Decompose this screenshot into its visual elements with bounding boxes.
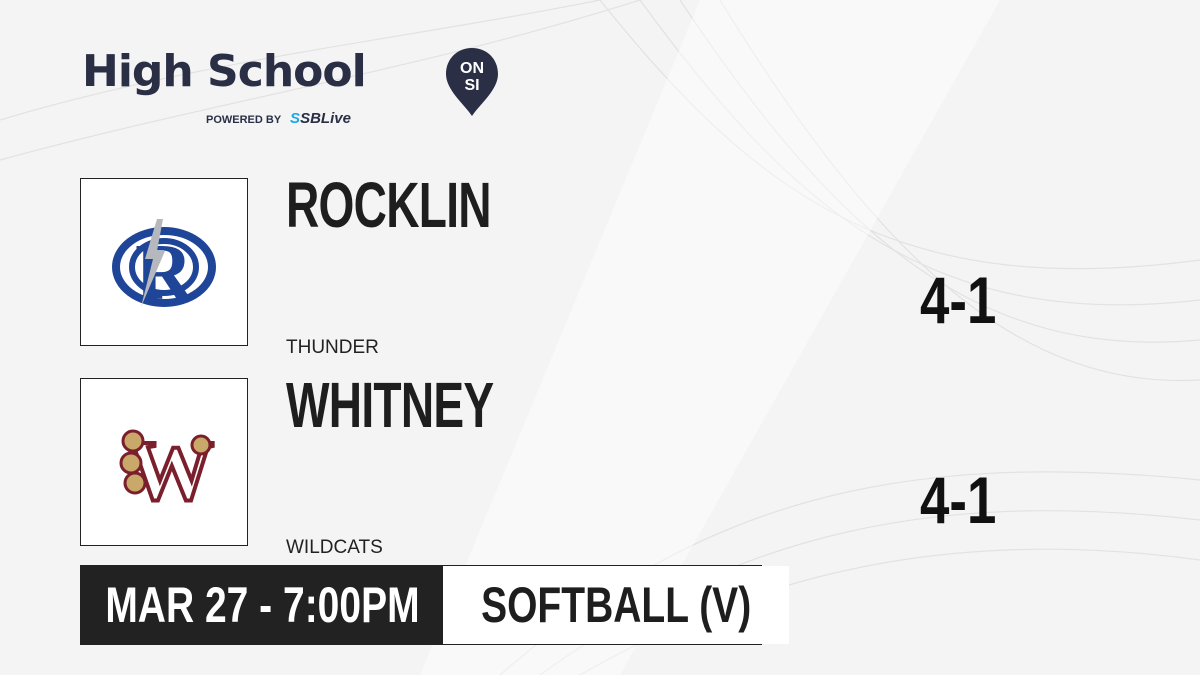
team-name-home: ROCKLIN	[286, 169, 492, 241]
game-datetime: MAR 27 - 7:00PM	[104, 577, 420, 633]
team-mascot-away: WILDCATS	[286, 537, 383, 558]
on-si-pin-icon: ON SI	[446, 48, 498, 116]
team-score-home: 4-1	[920, 263, 997, 337]
rocklin-logo: R	[80, 178, 248, 346]
whitney-logo: W	[80, 378, 248, 546]
game-info-bar: MAR 27 - 7:00PM SOFTBALL (V)	[80, 565, 790, 645]
powered-by-label: POWERED BY	[206, 114, 281, 126]
svg-text:R: R	[135, 229, 194, 317]
badge-top: ON	[460, 60, 484, 77]
high-school-on-si-logo[interactable]: High School ON SI POWERED BY SSBLive	[82, 44, 498, 127]
team-score-away: 4-1	[920, 463, 997, 537]
team-mascot-home: THUNDER	[286, 337, 379, 358]
team-name-away: WHITNEY	[286, 369, 494, 441]
sblive-logo: SSBLive	[290, 110, 351, 127]
badge-bottom: SI	[464, 77, 479, 94]
brand-title: High School	[82, 46, 367, 97]
game-sport: SOFTBALL (V)	[481, 577, 752, 633]
